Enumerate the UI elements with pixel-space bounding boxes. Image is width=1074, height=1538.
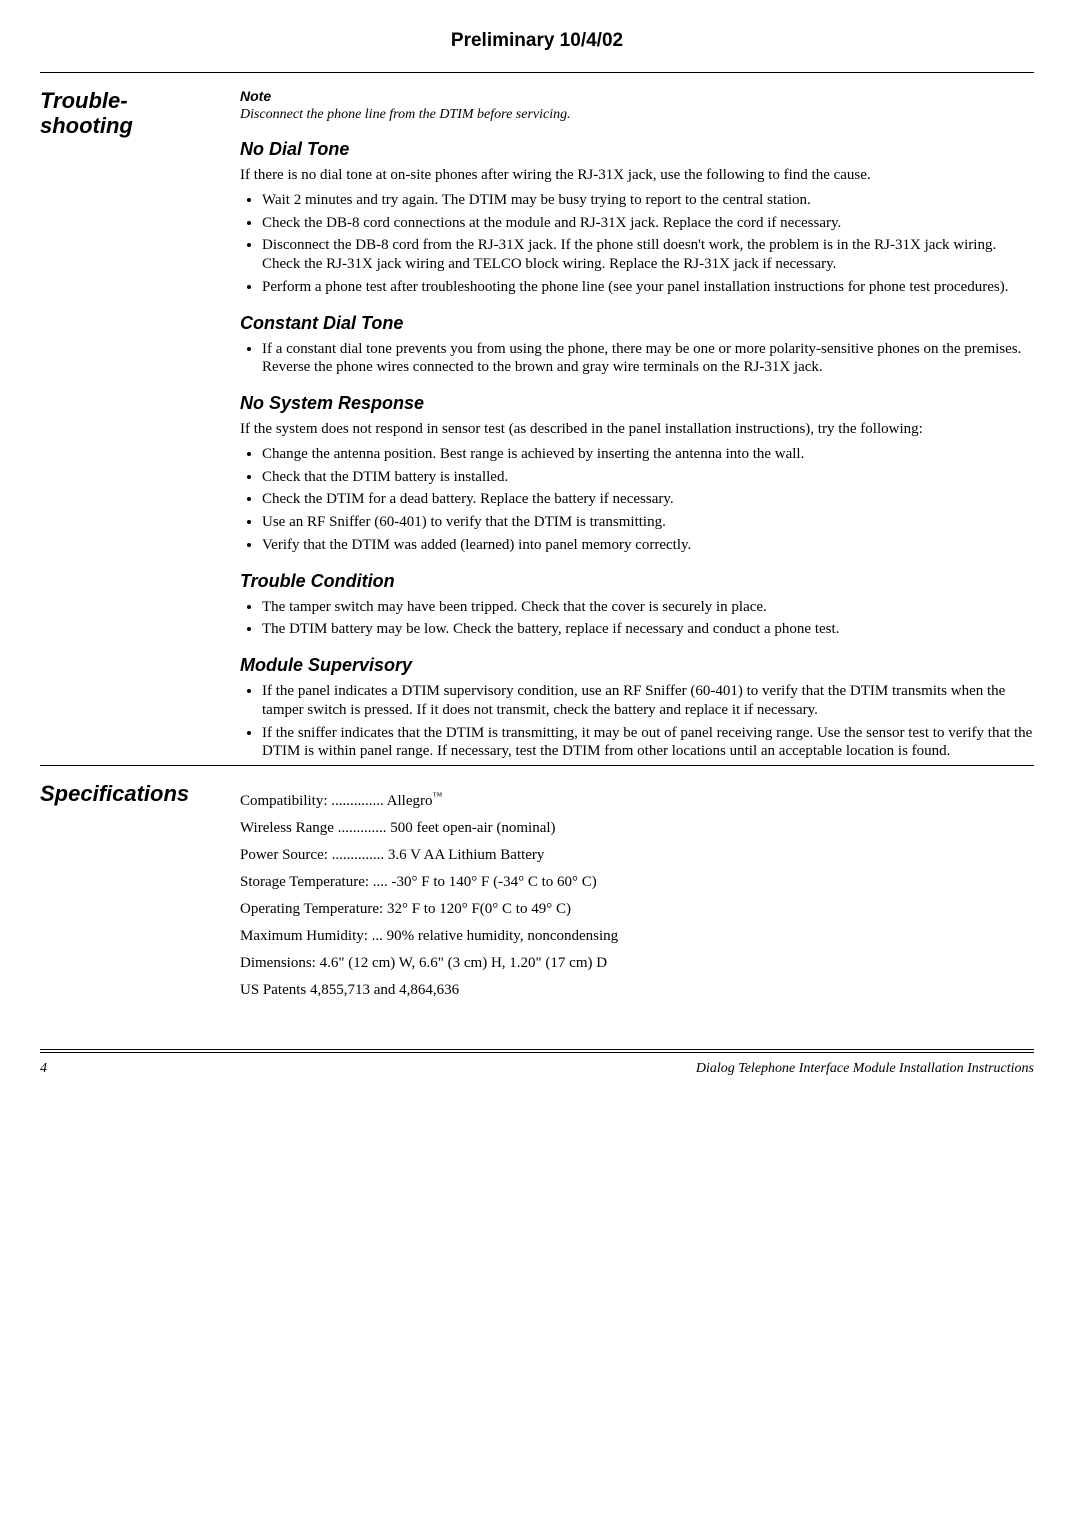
list-item: Use an RF Sniffer (60-401) to verify tha… xyxy=(262,513,1034,532)
note-label: Note xyxy=(240,88,271,104)
module-supervisory-list: If the panel indicates a DTIM supervisor… xyxy=(240,682,1034,761)
right-column: Note Disconnect the phone line from the … xyxy=(240,88,1034,765)
list-item: Disconnect the DB-8 cord from the RJ-31X… xyxy=(262,236,1034,274)
list-item: If the panel indicates a DTIM supervisor… xyxy=(262,682,1034,720)
list-item: Check the DB-8 cord connections at the m… xyxy=(262,214,1034,233)
no-system-response-heading: No System Response xyxy=(240,393,1034,414)
no-dial-tone-heading: No Dial Tone xyxy=(240,139,1034,160)
right-column: Compatibility: .............. Allegro™ W… xyxy=(240,781,1034,1009)
list-item: Check that the DTIM battery is installed… xyxy=(262,468,1034,487)
spec-line: Storage Temperature: .... -30° F to 140°… xyxy=(240,874,1034,891)
list-item: If the sniffer indicates that the DTIM i… xyxy=(262,724,1034,762)
spec-compatibility: Compatibility: .............. Allegro™ xyxy=(240,791,1034,810)
footer: 4 Dialog Telephone Interface Module Inst… xyxy=(40,1061,1034,1077)
spec-line: Wireless Range ............. 500 feet op… xyxy=(240,820,1034,837)
rule-mid xyxy=(40,765,1034,766)
list-item: The tamper switch may have been tripped.… xyxy=(262,598,1034,617)
note-block: Note Disconnect the phone line from the … xyxy=(240,88,1034,123)
no-system-response-list: Change the antenna position. Best range … xyxy=(240,445,1034,555)
left-column: Specifications xyxy=(40,781,240,1009)
spec-line: Dimensions: 4.6" (12 cm) W, 6.6" (3 cm) … xyxy=(240,955,1034,972)
list-item: Change the antenna position. Best range … xyxy=(262,445,1034,464)
constant-dial-tone-list: If a constant dial tone prevents you fro… xyxy=(240,340,1034,378)
left-column: Trouble-shooting xyxy=(40,88,240,765)
spec-line: Maximum Humidity: ... 90% relative humid… xyxy=(240,928,1034,945)
rule-top xyxy=(40,72,1034,73)
module-supervisory-heading: Module Supervisory xyxy=(240,655,1034,676)
list-item: Check the DTIM for a dead battery. Repla… xyxy=(262,490,1034,509)
troubleshooting-section: Trouble-shooting Note Disconnect the pho… xyxy=(40,88,1034,765)
no-dial-tone-list: Wait 2 minutes and try again. The DTIM m… xyxy=(240,191,1034,297)
doc-title: Dialog Telephone Interface Module Instal… xyxy=(696,1061,1034,1077)
list-item: Verify that the DTIM was added (learned)… xyxy=(262,536,1034,555)
spec-line: US Patents 4,855,713 and 4,864,636 xyxy=(240,982,1034,999)
page-number: 4 xyxy=(40,1061,47,1077)
spec-compat-text: Compatibility: .............. Allegro xyxy=(240,793,433,809)
no-system-response-intro: If the system does not respond in sensor… xyxy=(240,420,1034,439)
list-item: The DTIM battery may be low. Check the b… xyxy=(262,620,1034,639)
trouble-condition-list: The tamper switch may have been tripped.… xyxy=(240,598,1034,640)
constant-dial-tone-heading: Constant Dial Tone xyxy=(240,313,1034,334)
note-body: Disconnect the phone line from the DTIM … xyxy=(240,107,571,122)
no-dial-tone-intro: If there is no dial tone at on-site phon… xyxy=(240,166,1034,185)
specifications-title: Specifications xyxy=(40,781,220,806)
trademark-symbol: ™ xyxy=(433,791,443,802)
list-item: Perform a phone test after troubleshooti… xyxy=(262,278,1034,297)
spec-line: Operating Temperature: 32° F to 120° F(0… xyxy=(240,901,1034,918)
preliminary-header: Preliminary 10/4/02 xyxy=(40,30,1034,52)
troubleshooting-title: Trouble-shooting xyxy=(40,88,220,139)
rule-footer-2 xyxy=(40,1052,1034,1053)
specifications-section: Specifications Compatibility: ..........… xyxy=(40,781,1034,1009)
trouble-condition-heading: Trouble Condition xyxy=(240,571,1034,592)
list-item: Wait 2 minutes and try again. The DTIM m… xyxy=(262,191,1034,210)
spec-line: Power Source: .............. 3.6 V AA Li… xyxy=(240,847,1034,864)
list-item: If a constant dial tone prevents you fro… xyxy=(262,340,1034,378)
